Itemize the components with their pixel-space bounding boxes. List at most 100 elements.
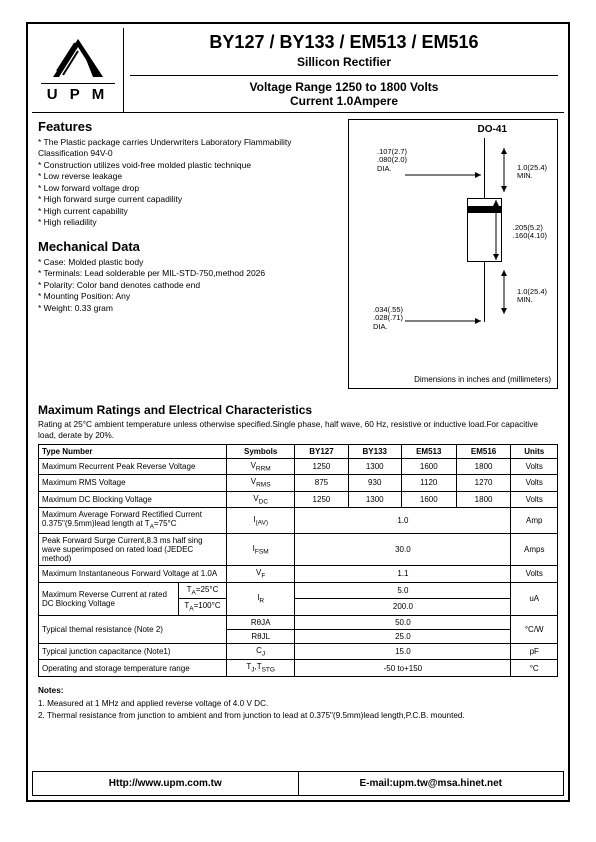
mechanical-list: Case: Molded plastic body Terminals: Lea… (38, 257, 336, 314)
table-row: Maximum Average Forward Rectified Curren… (39, 508, 558, 534)
col-part: EM513 (401, 444, 456, 458)
title-block: BY127 / BY133 / EM513 / EM516 Sillicon R… (124, 28, 564, 112)
features-list: The Plastic package carries Underwriters… (38, 137, 336, 229)
param-name: Maximum Recurrent Peak Reverse Voltage (39, 458, 227, 475)
param-name: Maximum Reverse Current at rated DC Bloc… (39, 582, 179, 615)
value: 25.0 (295, 629, 511, 643)
unit: Volts (511, 475, 558, 492)
value: 1600 (401, 491, 456, 508)
value: 200.0 (295, 599, 511, 616)
header-row: U P M BY127 / BY133 / EM513 / EM516 Sill… (32, 28, 564, 113)
notes-heading: Notes: (38, 685, 558, 696)
value: 1250 (295, 491, 348, 508)
value: 15.0 (295, 643, 511, 660)
value: 50.0 (295, 615, 511, 629)
logo: U P M (32, 28, 124, 112)
value: 30.0 (295, 533, 511, 565)
unit: °C (511, 660, 558, 677)
value: 1270 (456, 475, 511, 492)
mech-item: Weight: 0.33 gram (38, 303, 336, 314)
col-type: Type Number (39, 444, 227, 458)
param-name: Maximum Instantaneous Forward Voltage at… (39, 565, 227, 582)
product-type: Sillicon Rectifier (130, 55, 558, 69)
value: 1.0 (295, 508, 511, 534)
table-row: Maximum Recurrent Peak Reverse Voltage V… (39, 458, 558, 475)
param-name: Maximum Average Forward Rectified Curren… (39, 508, 227, 534)
arrow-icon (499, 148, 509, 192)
dimension-caption: Dimensions in inches and (millimeters) (414, 375, 551, 384)
value: 875 (295, 475, 348, 492)
unit: Volts (511, 458, 558, 475)
symbol: IFSM (227, 533, 295, 565)
feature-item: Construction utilizes void-free molded p… (38, 160, 336, 171)
param-name: Peak Forward Surge Current,8.3 ms half s… (39, 533, 227, 565)
lead-icon (484, 138, 485, 198)
dimension-label: .205(5.2).160(4.10) (513, 224, 547, 241)
unit: uA (511, 582, 558, 615)
table-row: Operating and storage temperature range … (39, 660, 558, 677)
condition: TA=25°C (179, 582, 227, 599)
current-rating: Current 1.0Ampere (130, 94, 558, 108)
value: 1800 (456, 458, 511, 475)
value: 1600 (401, 458, 456, 475)
col-part: BY133 (348, 444, 401, 458)
value: 1300 (348, 458, 401, 475)
value: 1800 (456, 491, 511, 508)
logo-text: U P M (41, 83, 115, 103)
mech-item: Case: Molded plastic body (38, 257, 336, 268)
table-row: Typical junction capacitance (Note1) CJ … (39, 643, 558, 660)
value: 1.1 (295, 565, 511, 582)
note-item: 2. Thermal resistance from junction to a… (38, 710, 558, 721)
value: 5.0 (295, 582, 511, 599)
param-name: Typical themal resistance (Note 2) (39, 615, 227, 643)
feature-item: Low forward voltage drop (38, 183, 336, 194)
table-row: Maximum Instantaneous Forward Voltage at… (39, 565, 558, 582)
arrow-icon (405, 170, 485, 180)
symbol: RθJL (227, 629, 295, 643)
value: -50 to+150 (295, 660, 511, 677)
unit: pF (511, 643, 558, 660)
unit: Amp (511, 508, 558, 534)
table-row: Peak Forward Surge Current,8.3 ms half s… (39, 533, 558, 565)
arrow-icon (491, 200, 501, 260)
email-address: E-mail:upm.tw@msa.hinet.net (298, 772, 565, 796)
ratings-heading: Maximum Ratings and Electrical Character… (38, 403, 564, 417)
feature-item: Low reverse leakage (38, 171, 336, 182)
symbol: VRMS (227, 475, 295, 492)
unit: Volts (511, 565, 558, 582)
feature-item: High reliadility (38, 217, 336, 228)
mech-item: Mounting Position: Any (38, 291, 336, 302)
footer: Http://www.upm.com.tw E-mail:upm.tw@msa.… (32, 771, 564, 796)
package-diagram: DO-41 .107(2.7).080(2.0)DIA. 1.0(25.4)MI… (348, 119, 558, 389)
unit: Volts (511, 491, 558, 508)
symbol: VF (227, 565, 295, 582)
symbol: VRRM (227, 458, 295, 475)
text-column: Features The Plastic package carries Und… (32, 113, 342, 395)
part-numbers: BY127 / BY133 / EM513 / EM516 (130, 32, 558, 53)
page-frame: U P M BY127 / BY133 / EM513 / EM516 Sill… (26, 22, 570, 802)
package-type: DO-41 (478, 124, 507, 135)
mech-item: Terminals: Lead solderable per MIL-STD-7… (38, 268, 336, 279)
condition: TA=100°C (179, 599, 227, 616)
feature-item: High current capability (38, 206, 336, 217)
value: 1250 (295, 458, 348, 475)
mechanical-heading: Mechanical Data (38, 239, 336, 254)
mid-section: Features The Plastic package carries Und… (32, 113, 564, 395)
value: 930 (348, 475, 401, 492)
symbol: IR (227, 582, 295, 615)
arrow-icon (405, 316, 485, 326)
voltage-range: Voltage Range 1250 to 1800 Volts (130, 75, 558, 94)
param-name: Maximum RMS Voltage (39, 475, 227, 492)
dimension-label: 1.0(25.4)MIN. (517, 164, 547, 181)
logo-icon (49, 37, 107, 81)
website-link: Http://www.upm.com.tw (32, 772, 298, 796)
feature-item: The Plastic package carries Underwriters… (38, 137, 336, 160)
col-part: EM516 (456, 444, 511, 458)
symbol: I(AV) (227, 508, 295, 534)
dimension-label: .034(.55).028(.71)DIA. (373, 306, 403, 331)
col-part: BY127 (295, 444, 348, 458)
symbol: VDC (227, 491, 295, 508)
table-row: Maximum DC Blocking Voltage VDC 1250 130… (39, 491, 558, 508)
features-heading: Features (38, 119, 336, 134)
unit: °C/W (511, 615, 558, 643)
